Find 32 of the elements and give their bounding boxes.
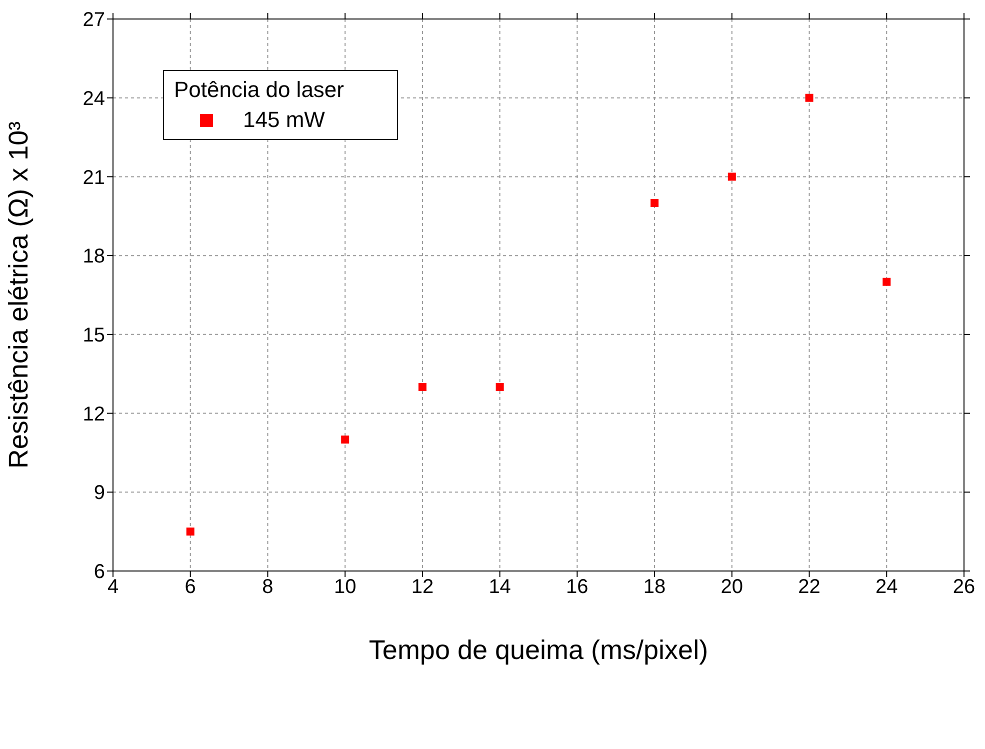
y-tick-label: 15 — [82, 324, 105, 347]
x-tick-label: 4 — [107, 576, 119, 598]
point — [418, 383, 426, 391]
x-axis-title: Tempo de queima (ms/pixel) — [368, 635, 708, 665]
x-tick-label: 20 — [720, 576, 744, 598]
y-tick-label: 9 — [94, 482, 105, 504]
y-tick-label: 21 — [82, 166, 105, 189]
x-tick-label: 24 — [876, 576, 898, 598]
legend-label: 145 mW — [243, 107, 325, 133]
x-tick-label: 18 — [643, 576, 666, 598]
y-tick-label: 12 — [82, 403, 105, 426]
y-tick-label: 6 — [94, 561, 105, 584]
x-tick-label: 6 — [184, 576, 196, 598]
point — [805, 94, 814, 102]
x-tick-label: 10 — [334, 576, 356, 598]
y-tick-label: 18 — [82, 246, 105, 268]
point — [650, 199, 659, 207]
y-tick-label: 24 — [82, 88, 105, 110]
x-tick-label: 8 — [262, 576, 274, 598]
legend-title: Potência do laser — [174, 77, 345, 103]
x-tick-label: 16 — [566, 576, 588, 598]
y-tick-label: 27 — [82, 9, 105, 32]
x-tick-label: 22 — [798, 576, 820, 598]
point — [186, 528, 194, 536]
point — [728, 172, 736, 181]
point — [496, 383, 504, 391]
point — [341, 436, 350, 444]
x-tick-label: 14 — [488, 576, 511, 598]
x-tick-label: 12 — [411, 576, 434, 598]
y-axis-title: Resistência elétrica (Ω) x 10³ — [4, 121, 34, 469]
point — [882, 278, 891, 286]
x-tick-label: 26 — [952, 576, 976, 598]
